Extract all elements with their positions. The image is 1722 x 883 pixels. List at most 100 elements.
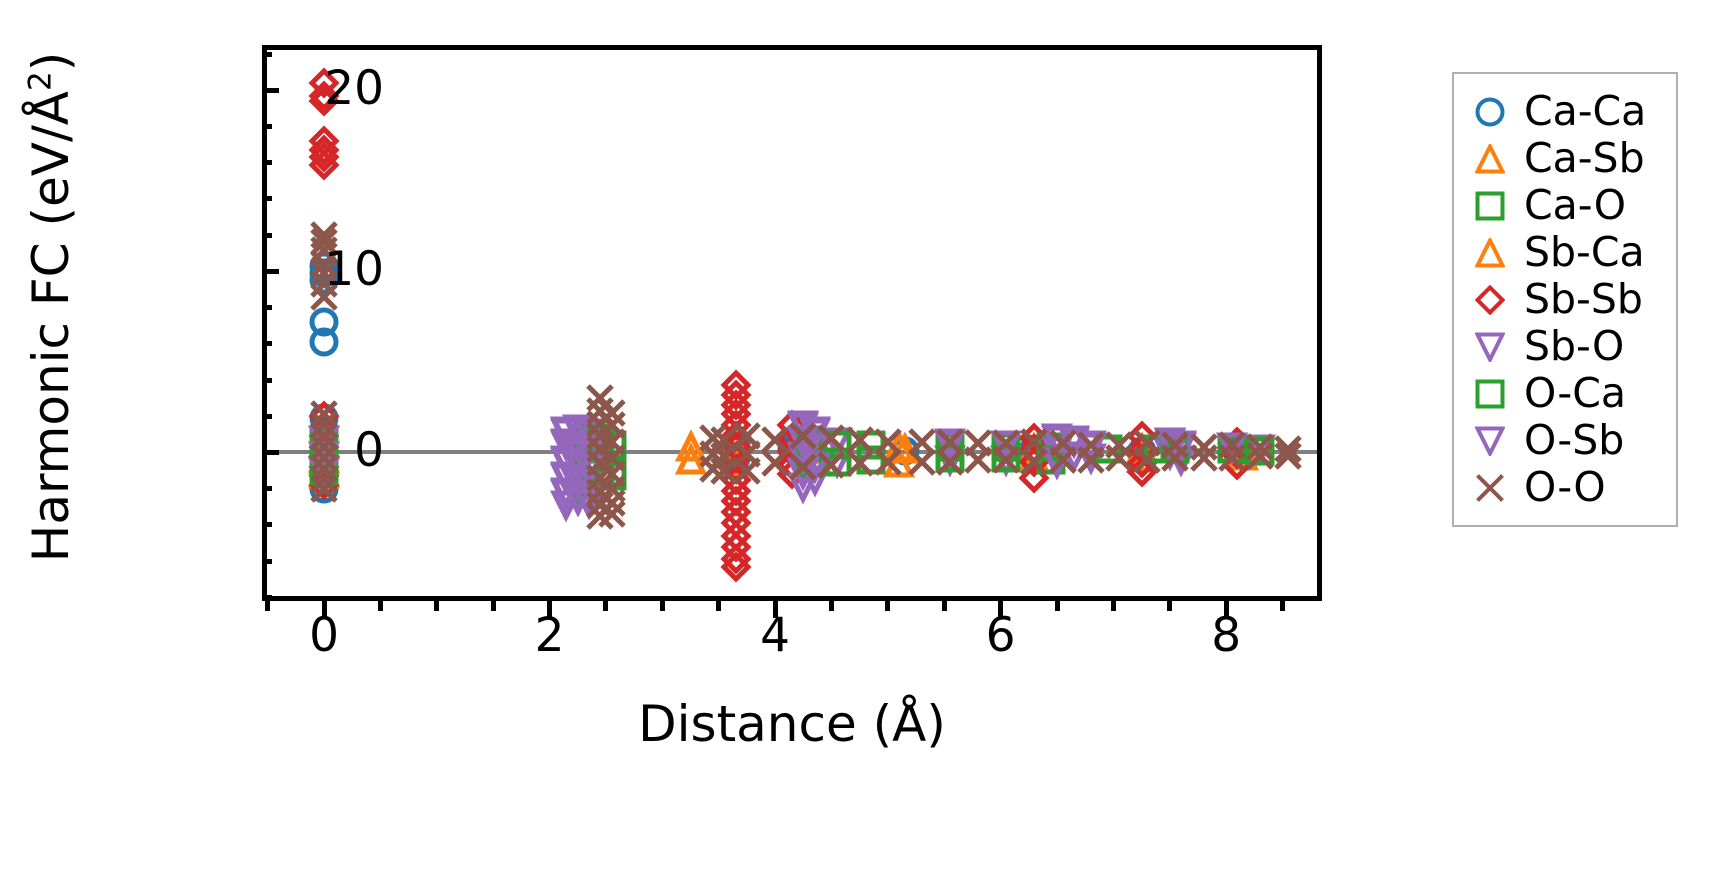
data-point: [309, 410, 339, 440]
data-point: [308, 85, 340, 117]
y-tick-minor: [262, 305, 272, 311]
data-point: [816, 450, 846, 480]
x-tick-label: 6: [985, 608, 1016, 663]
x-tick-minor: [1280, 601, 1286, 611]
data-point: [1019, 447, 1049, 477]
data-point: [309, 327, 339, 357]
legend-item-o-sb[interactable]: O-Sb: [1468, 417, 1666, 464]
x-tick-minor: [1167, 601, 1173, 611]
data-layer: [262, 45, 1322, 601]
data-point: [1189, 432, 1219, 462]
y-tick-minor: [262, 522, 272, 528]
data-point: [309, 249, 339, 279]
legend-item-o-ca[interactable]: O-Ca: [1468, 370, 1666, 417]
legend-item-label: Sb-Sb: [1524, 275, 1643, 323]
data-point: [309, 399, 339, 429]
data-point: [990, 430, 1023, 463]
y-axis-title-exponent: 2: [22, 71, 59, 91]
x-axis-title: Distance (Å): [638, 695, 946, 753]
x-tick-label: 2: [534, 608, 565, 663]
y-tick-minor: [262, 341, 272, 347]
y-axis-title-text: Harmonic FC (eV/Å: [22, 91, 80, 563]
data-point: [935, 443, 965, 473]
legend-item-ca-ca[interactable]: Ca-Ca: [1468, 88, 1666, 135]
legend-item-sb-ca[interactable]: Sb-Ca: [1468, 229, 1666, 276]
legend: Ca-Ca Ca-Sb Ca-O Sb-Ca Sb-Sb Sb-O O-Ca O-Sb O-O: [1452, 72, 1678, 527]
plot-axes: [262, 45, 1322, 618]
data-point: [309, 465, 339, 495]
legend-item-ca-sb[interactable]: Ca-Sb: [1468, 135, 1666, 182]
data-point: [1160, 443, 1190, 473]
data-point: [1245, 432, 1275, 462]
data-point: [597, 488, 627, 518]
data-point: [309, 454, 339, 484]
data-point: [1076, 445, 1106, 475]
data-point: [991, 445, 1021, 475]
x-tick-minor: [490, 601, 496, 611]
legend-item-sb-o[interactable]: Sb-O: [1468, 323, 1666, 370]
data-point: [720, 389, 752, 421]
y-tick-label: 0: [354, 423, 384, 479]
legend-item-label: Ca-Ca: [1524, 87, 1647, 135]
x-tick-label: 4: [760, 608, 791, 663]
y-tick-minor: [262, 196, 272, 202]
y-tick-minor: [262, 413, 272, 419]
y-axis-title: Harmonic FC (eV/Å2): [22, 0, 80, 807]
data-point: [309, 443, 339, 473]
legend-item-label: Sb-O: [1524, 322, 1625, 370]
data-point: [309, 265, 339, 295]
y-tick-minor: [262, 232, 272, 238]
legend-item-sb-sb[interactable]: Sb-Sb: [1468, 276, 1666, 323]
data-point: [674, 429, 707, 462]
data-point: [788, 421, 818, 451]
data-point: [873, 447, 903, 477]
data-point: [1245, 441, 1275, 471]
data-point: [1189, 443, 1219, 473]
data-point: [1048, 445, 1078, 475]
x-tick-minor: [828, 601, 834, 611]
x-tick-minor: [716, 601, 722, 611]
x-tick-minor: [265, 601, 271, 611]
data-point: [963, 445, 993, 475]
data-point: [309, 421, 339, 451]
x-tick-major: [1223, 601, 1229, 618]
data-point: [1215, 432, 1248, 465]
y-axis-title-close: ): [22, 51, 80, 72]
y-tick-minor: [262, 594, 272, 600]
x-tick-label: 0: [309, 608, 339, 663]
x-tick-major: [321, 601, 327, 618]
y-tick-minor: [262, 51, 272, 57]
x-tick-minor: [1054, 601, 1060, 611]
legend-item-label: O-Ca: [1524, 369, 1626, 417]
square-icon: [1468, 374, 1512, 414]
data-point: [873, 427, 903, 457]
data-point: [732, 456, 762, 486]
data-point: [845, 448, 875, 478]
y-tick-major: [262, 87, 279, 93]
diamond-icon: [1468, 280, 1512, 320]
data-point: [309, 258, 339, 288]
triangle-down-icon: [1468, 421, 1512, 461]
x-tick-minor: [434, 601, 440, 611]
legend-item-label: Ca-Sb: [1524, 134, 1645, 182]
legend-item-o-o[interactable]: O-O: [1468, 464, 1666, 511]
data-point: [788, 452, 818, 482]
data-point: [709, 456, 739, 486]
data-point: [760, 425, 790, 455]
x-tick-minor: [885, 601, 891, 611]
y-tick-minor: [262, 160, 272, 166]
y-tick-major: [262, 449, 279, 455]
data-point: [935, 427, 965, 457]
y-tick-minor: [262, 123, 272, 129]
data-point: [1104, 443, 1134, 473]
data-point: [1273, 441, 1303, 471]
data-point: [1074, 432, 1107, 465]
legend-item-ca-o[interactable]: Ca-O: [1468, 182, 1666, 229]
data-point: [935, 447, 965, 477]
x-tick-minor: [659, 601, 665, 611]
data-point: [720, 378, 752, 411]
legend-item-label: O-O: [1524, 463, 1606, 511]
x-icon: [1468, 468, 1512, 508]
x-tick-major: [772, 601, 778, 618]
